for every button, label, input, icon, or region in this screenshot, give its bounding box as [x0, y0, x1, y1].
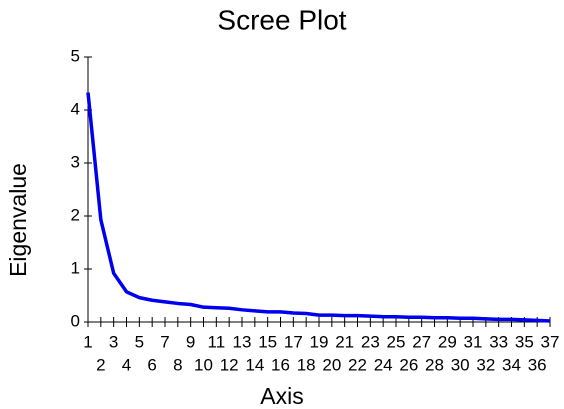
x-tick-label: 31 — [464, 332, 483, 351]
x-tick-label: 37 — [541, 332, 560, 351]
y-tick-label: 0 — [71, 311, 80, 330]
chart-title: Scree Plot — [217, 4, 346, 35]
x-tick-label: 15 — [258, 332, 277, 351]
x-tick-label: 25 — [387, 332, 406, 351]
x-tick-label: 34 — [502, 355, 521, 374]
x-tick-label: 35 — [515, 332, 534, 351]
x-tick-label: 11 — [208, 332, 226, 351]
x-tick-label: 24 — [374, 355, 393, 374]
x-tick-label: 2 — [96, 355, 105, 374]
y-tick-label: 1 — [71, 258, 80, 277]
x-tick-label: 6 — [147, 355, 156, 374]
x-tick-label: 1 — [83, 332, 92, 351]
x-tick-label: 5 — [135, 332, 144, 351]
x-tick-label: 21 — [335, 332, 354, 351]
x-tick-label: 29 — [438, 332, 457, 351]
x-tick-label: 10 — [194, 355, 213, 374]
x-tick-label: 28 — [425, 355, 444, 374]
y-axis-title: Eigenvalue — [5, 163, 31, 277]
x-tick-label: 7 — [160, 332, 169, 351]
x-tick-label: 17 — [284, 332, 303, 351]
x-tick-label: 22 — [348, 355, 367, 374]
y-tick-label: 3 — [71, 152, 80, 171]
x-tick-label: 26 — [399, 355, 418, 374]
x-tick-label: 3 — [109, 332, 118, 351]
x-tick-label: 23 — [361, 332, 380, 351]
x-tick-label: 27 — [412, 332, 431, 351]
x-tick-label: 16 — [271, 355, 290, 374]
x-tick-label: 18 — [297, 355, 316, 374]
x-tick-label: 20 — [322, 355, 341, 374]
data-line — [86, 92, 551, 323]
x-tick-label: 12 — [220, 355, 239, 374]
x-tick-label: 19 — [310, 332, 329, 351]
y-tick-label: 2 — [71, 205, 80, 224]
x-tick-label: 32 — [476, 355, 495, 374]
x-tick-label: 9 — [186, 332, 195, 351]
x-tick-label: 36 — [528, 355, 547, 374]
x-tick-label: 4 — [122, 355, 131, 374]
x-tick-label: 14 — [245, 355, 264, 374]
y-tick-label: 4 — [71, 99, 80, 118]
x-tick-label: 33 — [489, 332, 508, 351]
x-tick-label: 30 — [451, 355, 470, 374]
y-tick-label: 5 — [71, 46, 80, 65]
x-tick-label: 8 — [173, 355, 182, 374]
x-tick-label: 13 — [233, 332, 252, 351]
x-axis-title: Axis — [260, 383, 303, 409]
